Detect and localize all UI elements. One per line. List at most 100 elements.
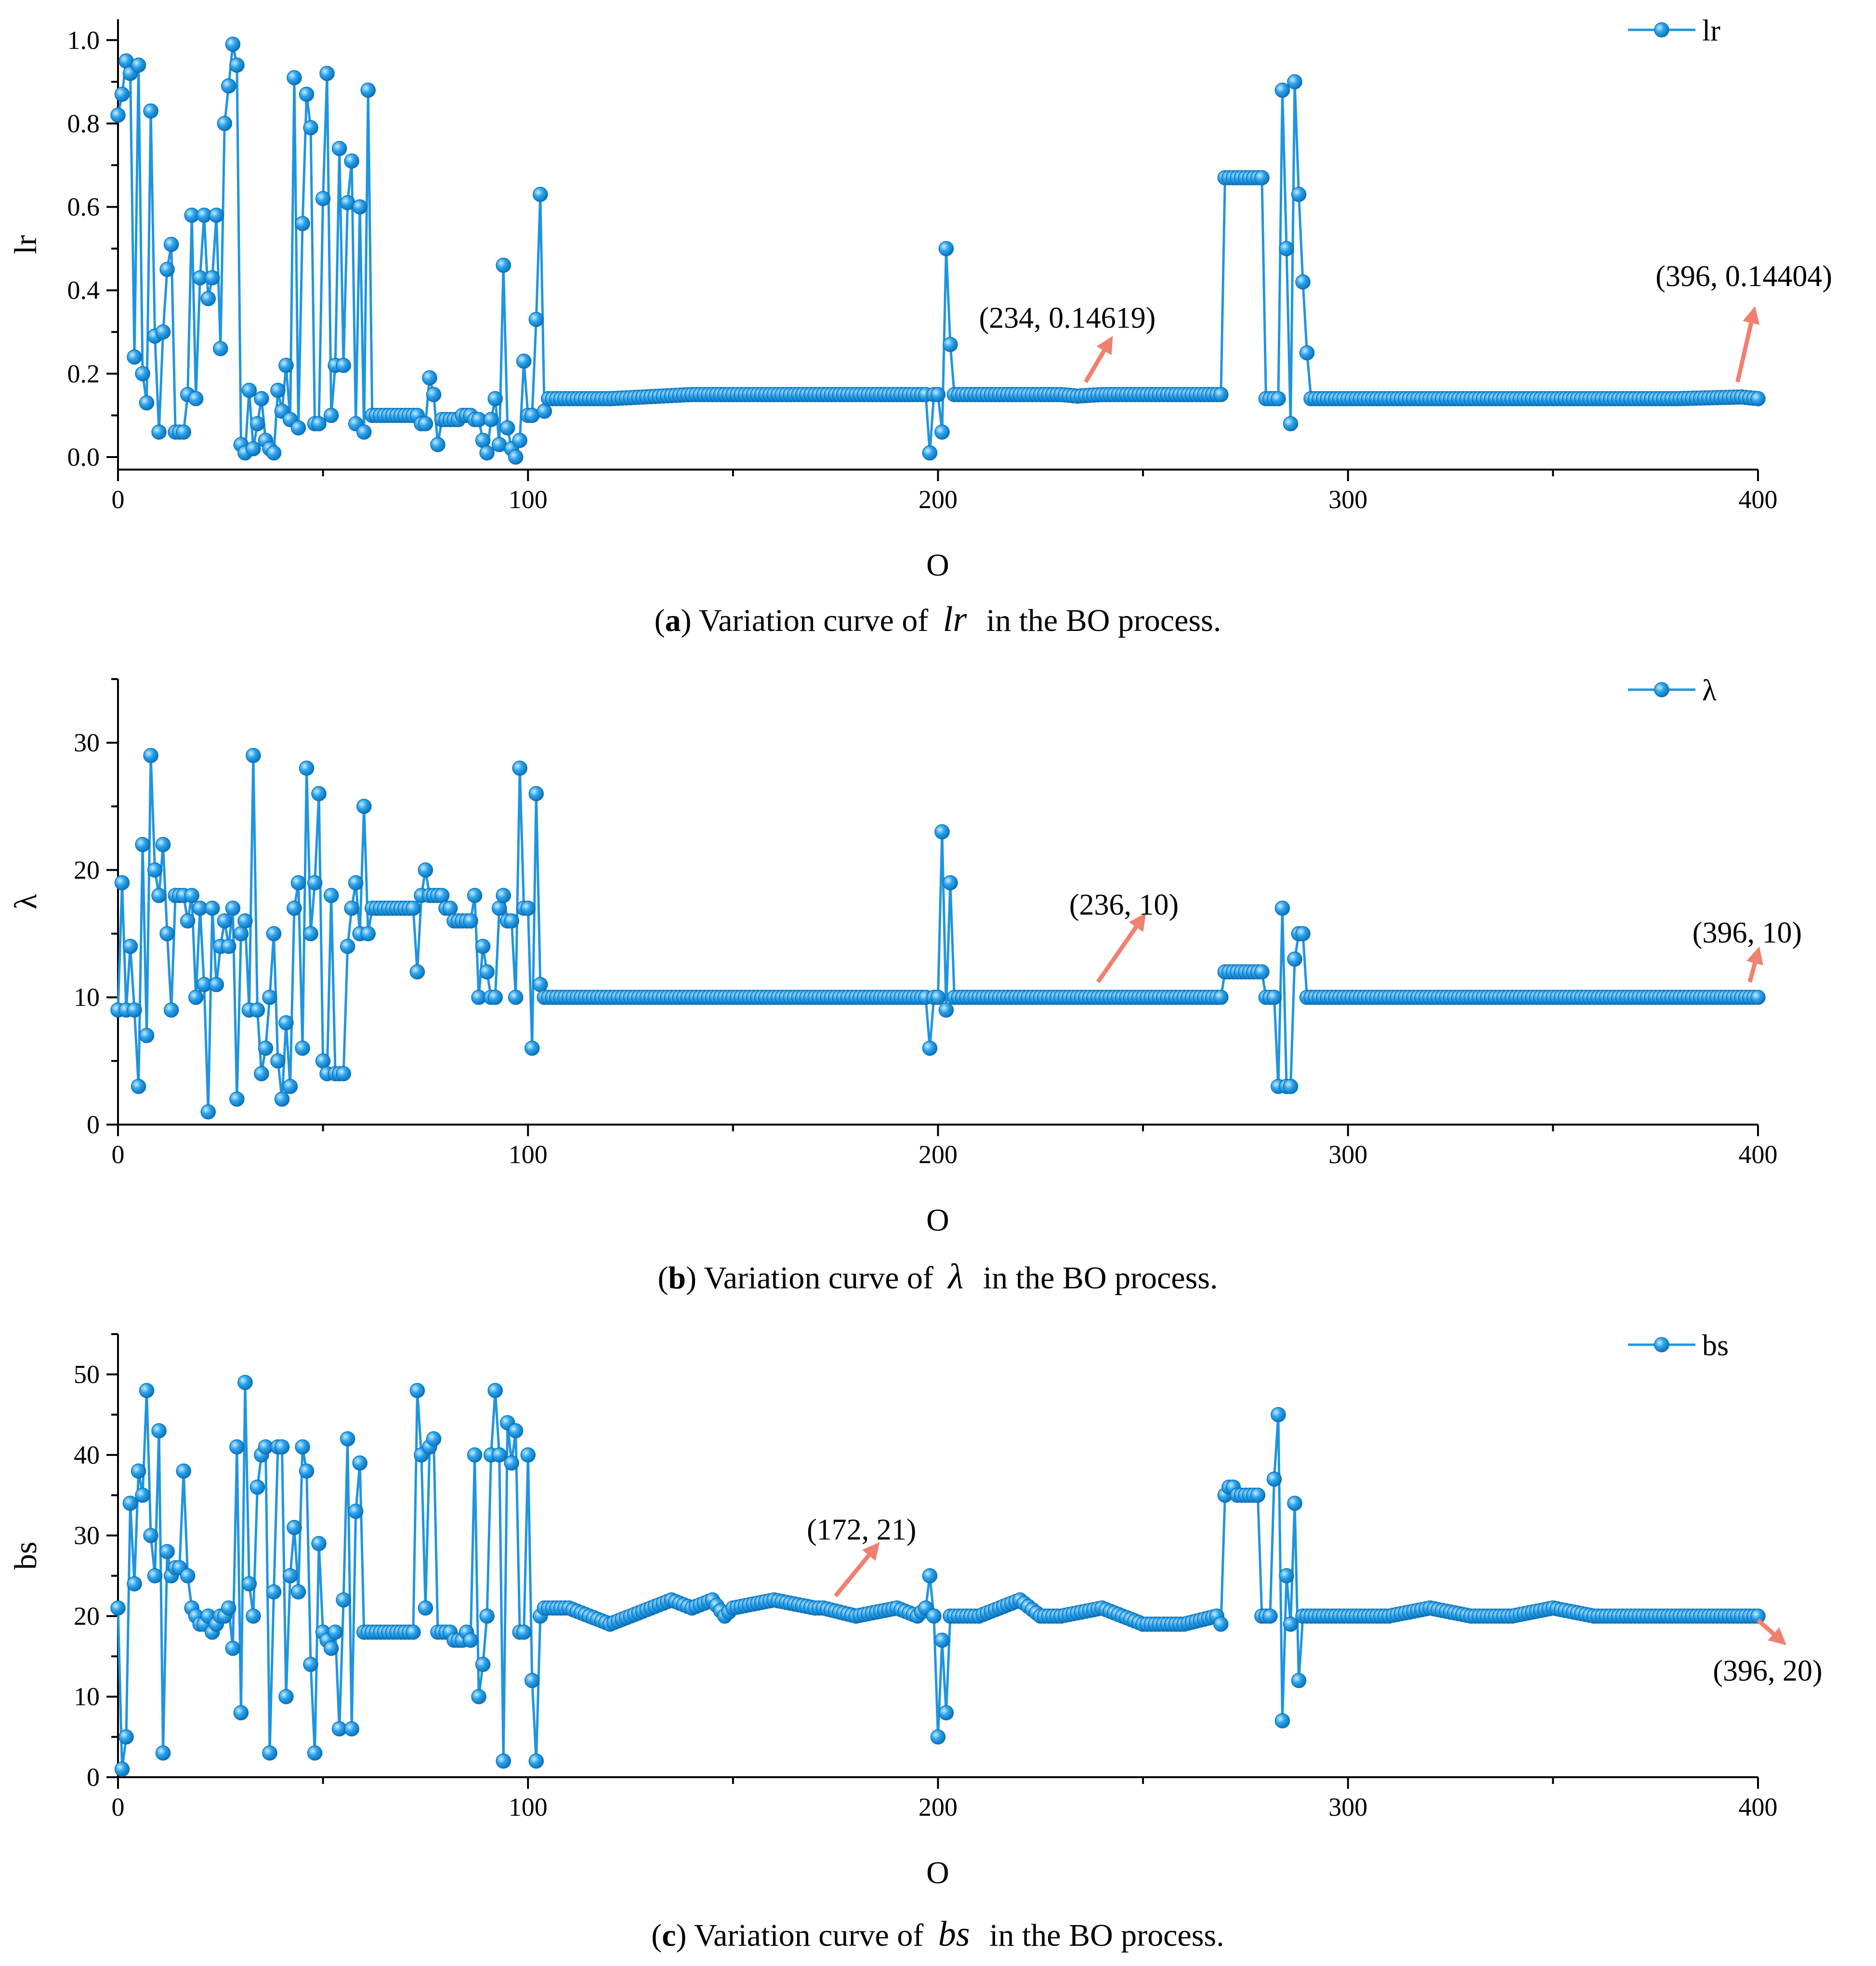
- legend-label: lr: [1702, 14, 1720, 47]
- data-point: [233, 926, 249, 942]
- data-point: [163, 1002, 179, 1018]
- data-point: [336, 357, 351, 373]
- x-tick-label: 100: [509, 1140, 548, 1169]
- y-axis-title: λ: [8, 894, 43, 909]
- data-point: [426, 1431, 442, 1447]
- y-tick-label: 20: [74, 1601, 100, 1630]
- data-point: [504, 913, 519, 929]
- caption-a: (a) Variation curve of lr in the BO proc…: [655, 600, 1221, 639]
- data-point: [274, 1091, 290, 1107]
- data-point: [418, 1600, 433, 1616]
- annotation-arrow: [1084, 336, 1113, 383]
- data-point: [491, 1447, 507, 1463]
- data-point: [934, 1632, 950, 1648]
- data-point: [1287, 74, 1302, 90]
- data-point: [233, 1705, 249, 1720]
- data-point: [295, 216, 310, 231]
- caption-c: (c) Variation curve of bs in the BO proc…: [651, 1914, 1224, 1954]
- x-axis-title: O: [926, 1203, 949, 1238]
- data-point: [1750, 1608, 1766, 1624]
- data-point: [487, 1383, 503, 1398]
- data-point: [467, 888, 483, 904]
- data-point: [147, 862, 163, 878]
- data-point: [217, 116, 233, 131]
- data-point: [135, 837, 150, 852]
- annotation-arrow: [1735, 306, 1760, 383]
- annotation-arrow: [1757, 1618, 1787, 1646]
- data-point: [926, 1608, 942, 1624]
- data-point: [205, 270, 220, 286]
- data-point: [315, 191, 331, 207]
- data-point: [139, 1028, 155, 1043]
- data-point: [155, 837, 171, 852]
- data-point: [299, 1463, 315, 1479]
- data-point: [278, 357, 294, 373]
- data-point: [155, 324, 171, 340]
- x-tick-label: 300: [1328, 1140, 1367, 1169]
- data-point: [237, 913, 253, 929]
- data-point: [135, 1487, 150, 1503]
- data-point: [938, 1002, 954, 1018]
- data-point: [512, 760, 527, 776]
- annotation-arrow: [1096, 913, 1146, 983]
- data-point: [200, 291, 216, 306]
- data-point: [122, 1495, 138, 1511]
- data-point: [176, 1463, 191, 1479]
- data-point: [525, 1673, 540, 1689]
- data-point: [356, 799, 372, 814]
- data-point: [229, 1439, 245, 1455]
- y-tick-label: 30: [74, 1521, 100, 1550]
- data-point: [290, 1584, 306, 1600]
- data-point: [533, 977, 548, 993]
- data-point: [336, 1066, 351, 1082]
- data-point: [360, 926, 376, 942]
- x-tick-label: 400: [1739, 1793, 1778, 1822]
- data-point: [528, 786, 544, 801]
- data-point: [434, 888, 450, 904]
- data-point: [930, 387, 946, 402]
- data-point: [934, 824, 950, 839]
- data-point: [311, 786, 327, 801]
- x-tick-label: 400: [1739, 485, 1778, 514]
- data-point: [266, 445, 282, 461]
- data-point: [496, 1753, 511, 1769]
- data-point: [307, 1745, 323, 1761]
- x-tick-label: 200: [918, 485, 958, 514]
- x-tick-label: 400: [1739, 1140, 1778, 1169]
- data-point: [159, 926, 175, 942]
- data-point: [1274, 1713, 1290, 1729]
- data-point: [352, 1455, 367, 1471]
- data-point: [151, 888, 167, 904]
- data-point: [114, 875, 130, 891]
- data-point: [516, 1625, 532, 1640]
- data-point: [307, 875, 323, 891]
- x-tick-label: 300: [1328, 1793, 1367, 1822]
- data-point: [352, 199, 367, 215]
- data-point: [1254, 170, 1270, 185]
- data-point: [943, 875, 958, 891]
- data-point: [483, 412, 499, 427]
- y-tick-label: 1.0: [67, 26, 100, 54]
- y-tick-label: 0.4: [67, 276, 100, 305]
- data-point: [471, 1689, 486, 1704]
- data-point: [282, 1568, 298, 1584]
- y-tick-label: 10: [74, 983, 100, 1012]
- data-point: [528, 312, 544, 328]
- data-point: [487, 989, 503, 1005]
- data-point: [127, 1576, 142, 1592]
- data-point: [930, 989, 946, 1005]
- data-point: [1271, 391, 1286, 406]
- data-point: [184, 888, 199, 904]
- data-point: [278, 1015, 294, 1031]
- data-point: [221, 1600, 236, 1616]
- data-point: [516, 354, 532, 369]
- data-point: [1279, 1568, 1294, 1584]
- data-point: [512, 433, 527, 448]
- data-point: [151, 1423, 167, 1439]
- data-point: [188, 989, 204, 1005]
- data-point: [147, 1568, 163, 1584]
- data-point: [270, 382, 286, 398]
- data-point: [246, 1608, 261, 1624]
- data-point: [1274, 82, 1290, 98]
- data-point: [311, 1536, 327, 1551]
